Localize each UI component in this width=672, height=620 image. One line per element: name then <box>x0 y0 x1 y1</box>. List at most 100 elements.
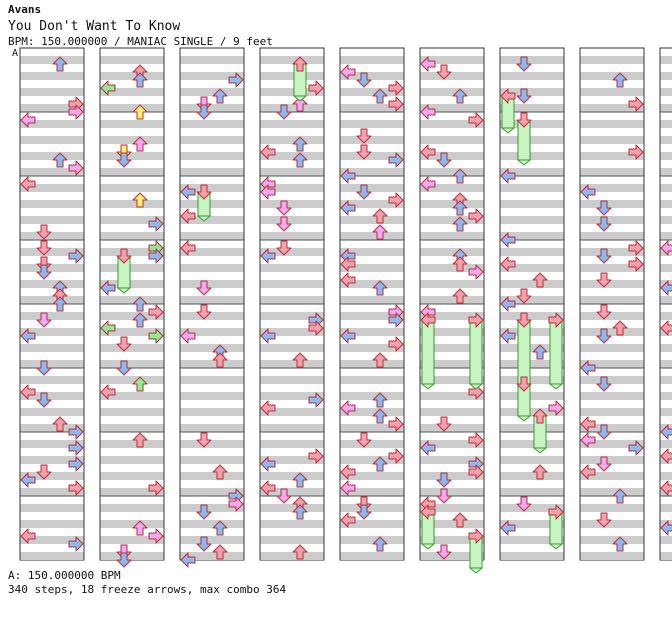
step-arrow <box>132 192 148 208</box>
step-arrow <box>500 256 516 272</box>
chart-column <box>259 47 325 561</box>
step-arrow <box>612 488 628 504</box>
step-arrow <box>212 88 228 104</box>
step-arrow <box>580 360 596 376</box>
step-arrow <box>68 160 84 176</box>
step-arrow <box>20 472 36 488</box>
step-arrow <box>148 216 164 232</box>
step-arrow <box>356 184 372 200</box>
step-arrow <box>596 512 612 528</box>
step-arrow <box>596 216 612 232</box>
step-arrow <box>100 384 116 400</box>
step-arrow <box>388 336 404 352</box>
step-arrow <box>340 272 356 288</box>
step-arrow <box>100 80 116 96</box>
step-arrow <box>180 240 196 256</box>
step-arrow <box>308 392 324 408</box>
step-arrow <box>132 296 148 312</box>
step-arrow <box>596 456 612 472</box>
step-arrow <box>628 256 644 272</box>
step-arrow <box>612 320 628 336</box>
step-arrow <box>660 480 672 496</box>
step-arrow <box>196 536 212 552</box>
step-arrow <box>116 552 132 568</box>
step-arrow <box>132 432 148 448</box>
step-arrow <box>612 72 628 88</box>
step-arrow <box>52 152 68 168</box>
step-arrow <box>196 184 212 200</box>
step-arrow <box>372 208 388 224</box>
song-title: You Don't Want To Know <box>8 19 181 34</box>
step-arrow <box>372 280 388 296</box>
step-arrow <box>276 216 292 232</box>
step-arrow <box>148 304 164 320</box>
step-arrow <box>436 416 452 432</box>
step-arrow <box>116 152 132 168</box>
step-arrow <box>20 112 36 128</box>
step-arrow <box>548 312 564 328</box>
step-arrow <box>36 312 52 328</box>
step-arrow <box>596 424 612 440</box>
step-arrow <box>180 328 196 344</box>
step-arrow <box>52 416 68 432</box>
step-arrow <box>132 72 148 88</box>
step-arrow <box>452 200 468 216</box>
step-arrow <box>548 504 564 520</box>
step-arrow <box>660 448 672 464</box>
step-arrow <box>36 264 52 280</box>
step-arrow <box>388 80 404 96</box>
step-arrow <box>356 144 372 160</box>
chart-column <box>19 47 85 561</box>
step-arrow <box>580 416 596 432</box>
step-arrow <box>468 312 484 328</box>
step-arrow <box>292 472 308 488</box>
step-arrow <box>132 520 148 536</box>
step-arrow <box>660 424 672 440</box>
step-arrow <box>388 192 404 208</box>
step-arrow <box>68 104 84 120</box>
bpm-summary: A: 150.000000 BPM <box>8 569 121 582</box>
step-arrow <box>356 432 372 448</box>
step-arrow <box>292 152 308 168</box>
step-arrow <box>308 448 324 464</box>
step-arrow <box>100 320 116 336</box>
freeze-arrow <box>548 319 564 390</box>
step-arrow <box>372 408 388 424</box>
step-arrow <box>596 272 612 288</box>
step-arrow <box>20 328 36 344</box>
step-arrow <box>196 304 212 320</box>
step-arrow <box>36 392 52 408</box>
step-arrow <box>68 424 84 440</box>
step-arrow <box>420 176 436 192</box>
step-arrow <box>276 104 292 120</box>
step-arrow <box>148 480 164 496</box>
step-arrow <box>228 72 244 88</box>
step-arrow <box>500 168 516 184</box>
step-arrow <box>580 184 596 200</box>
step-arrow <box>196 104 212 120</box>
step-arrow <box>420 144 436 160</box>
step-arrow <box>468 528 484 544</box>
step-arrow <box>548 400 564 416</box>
step-arrow <box>660 320 672 336</box>
step-arrow <box>212 544 228 560</box>
step-arrow <box>452 288 468 304</box>
step-arrow <box>468 464 484 480</box>
step-arrow <box>36 240 52 256</box>
step-arrow <box>452 512 468 528</box>
step-arrow <box>276 200 292 216</box>
step-arrow <box>660 280 672 296</box>
step-arrow <box>260 184 276 200</box>
step-arrow <box>372 224 388 240</box>
chart-column <box>339 47 405 561</box>
step-arrow <box>516 56 532 72</box>
step-arrow <box>628 240 644 256</box>
step-arrow <box>372 392 388 408</box>
step-arrow <box>452 168 468 184</box>
step-arrow <box>68 480 84 496</box>
step-arrow <box>532 464 548 480</box>
step-arrow <box>276 240 292 256</box>
step-arrow <box>436 544 452 560</box>
step-arrow <box>340 200 356 216</box>
step-arrow <box>372 352 388 368</box>
